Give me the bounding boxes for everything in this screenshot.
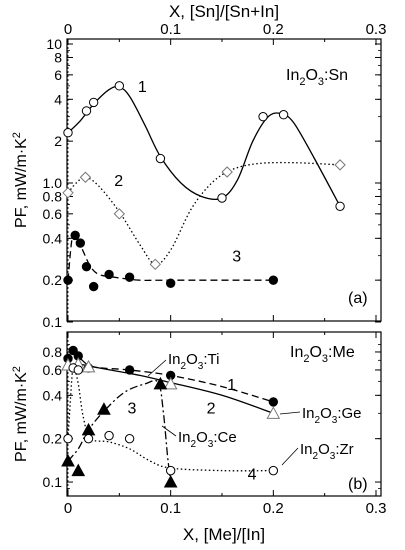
panel-a-x-tick-label: 0: [64, 21, 72, 38]
panel-b-series-1-point: [124, 365, 135, 375]
panel-b-material-label: In2O3:Me: [290, 344, 355, 365]
panel-b-series-2-point: [81, 359, 96, 373]
panel-a-series-3-point: [81, 261, 92, 272]
panel-b-y-tick-label: 0.8: [43, 344, 63, 360]
panel-b-x-tick-label: 0: [64, 500, 72, 517]
panel-b-series-2-label: 2: [207, 400, 216, 417]
panel-a-series-1-point: [217, 193, 227, 203]
panel-a-series-3-point: [104, 269, 114, 280]
panel-a-series-2-point: [113, 208, 126, 220]
panel-a-series-1-line: [67, 85, 341, 207]
panel-a-y-tick-label: 0.6: [43, 206, 63, 222]
panel-a-series-3-point: [165, 278, 176, 288]
panel-a-series-3-point: [75, 238, 86, 248]
panel-a-y-tick-label: 6: [54, 67, 62, 83]
panel-b-series-4-point: [165, 465, 176, 476]
annotation-ge: In2O3:Ge: [302, 405, 362, 426]
annotation-ge-leader: [279, 411, 301, 415]
panel-b-series-4-point: [63, 433, 73, 444]
panel-a-y-axis-title: PF, mW/m·K2: [11, 132, 30, 228]
top-axis-title: X, [Sn]/[Sn+In]: [169, 2, 279, 21]
panel-a-series-1-point: [81, 106, 92, 116]
panel-b-series-3-point: [153, 376, 168, 390]
panel-b-label: (b): [348, 476, 368, 493]
panel-a-frame: [66, 38, 382, 322]
panel-a-series-2-point: [62, 187, 74, 199]
panel-a-series-1-point: [278, 110, 289, 120]
panel-a-series-1-label: 1: [138, 79, 147, 96]
panel-b-series-3-label: 3: [128, 400, 137, 417]
panel-a-y-tick-label: 2: [54, 133, 62, 149]
panel-a-series-1-point: [63, 128, 73, 138]
annotation-ti: In2O3:Ti: [168, 351, 219, 372]
panel-b-series-4-point: [124, 433, 135, 444]
panel-b-y-tick-label: 0.1: [43, 474, 63, 490]
panel-a-series-3-line: [67, 232, 274, 282]
panel-b-series-4-label: 4: [248, 466, 257, 483]
panel-a-series-2-point: [221, 166, 233, 178]
panel-a-y-tick-label: 8: [54, 49, 62, 65]
panel-a-series-3-label: 3: [232, 249, 241, 266]
panel-b-y-tick-label: 0.2: [43, 431, 63, 447]
annotation-ce-leader: [161, 425, 177, 437]
annotation-zr-leader: [281, 447, 299, 466]
panel-a-y-tick-label: 0.1: [43, 314, 63, 330]
panel-a-y-tick-label: 0.8: [43, 188, 63, 204]
panel-a-x-tick-label: 0.1: [160, 21, 181, 38]
panel-b-y-tick-label: 0.6: [43, 362, 63, 378]
panel-a-series-2-label: 2: [114, 173, 123, 190]
panel-a-series-2-point: [79, 171, 92, 183]
panel-a-y-tick-label: 0.2: [43, 272, 63, 288]
panel-b-y-axis-title: PF, mW/m·K2: [11, 366, 30, 462]
panel-a-y-tick-label: 1.0: [43, 175, 63, 191]
panel-b-series-3-point: [163, 474, 178, 488]
panel-b-x-tick-label: 0.1: [160, 500, 181, 517]
panel-b-y-tick-label: 0.4: [43, 387, 63, 403]
panel-a-series-3-point: [268, 275, 279, 285]
panel-a-series-1-point: [335, 201, 345, 211]
panel-a-material-label: In2O3:Sn: [286, 67, 348, 88]
panel-b-series-2-point: [266, 406, 281, 419]
panel-b-series-4-point: [104, 430, 114, 441]
panel-a-series-3-point: [70, 230, 80, 241]
annotation-ce: In2O3:Ce: [178, 429, 237, 450]
panel-b-series-4-point: [83, 433, 94, 444]
panel-a-x-tick-label: 0.2: [263, 21, 284, 38]
bottom-axis-title: X, [Me]/[In]: [183, 525, 265, 544]
panel-a-series-3-point: [124, 272, 135, 282]
panel-a-series-2-point: [334, 159, 346, 171]
annotation-zr: In2O3:Zr: [300, 441, 354, 462]
panel-a-label: (a): [348, 290, 368, 307]
panel-a-series-1-point: [88, 97, 99, 108]
panel-b-frame: [66, 331, 382, 497]
panel-b-series-3-point: [97, 402, 111, 415]
panel-b-series-3-line: [67, 379, 172, 483]
panel-a-series-1-point: [258, 111, 268, 122]
panel-b-x-tick-label: 0.2: [263, 500, 284, 517]
panel-b-series-4-point: [73, 365, 83, 375]
panel-b-series-4-point: [268, 465, 279, 476]
panel-b-series-2-point: [163, 376, 178, 390]
panel-b-series-3-point: [71, 463, 86, 477]
panel-a-y-tick-label: 0.4: [43, 230, 63, 246]
panel-a-series-3-point: [88, 281, 99, 292]
panel-a-x-tick-label: 0.3: [366, 21, 387, 38]
panel-a-series-2-line: [67, 161, 341, 265]
panel-a-series-1-point: [155, 153, 166, 164]
panel-b-series-1-point: [268, 397, 279, 407]
panel-b-series-3-point: [81, 422, 96, 436]
panel-a-series-3-point: [63, 275, 73, 285]
annotation-ti-leader: [147, 359, 167, 377]
panel-a-y-tick-label: 4: [54, 91, 62, 107]
panel-a-y-tick-label: 10: [46, 36, 62, 52]
panel-b-x-tick-label: 0.3: [366, 500, 387, 517]
panel-a-series-2-point: [149, 258, 161, 271]
panel-a-series-1-point: [114, 81, 125, 91]
panel-b-series-3-point: [61, 453, 75, 467]
panel-b-series-1-label: 1: [227, 377, 236, 394]
